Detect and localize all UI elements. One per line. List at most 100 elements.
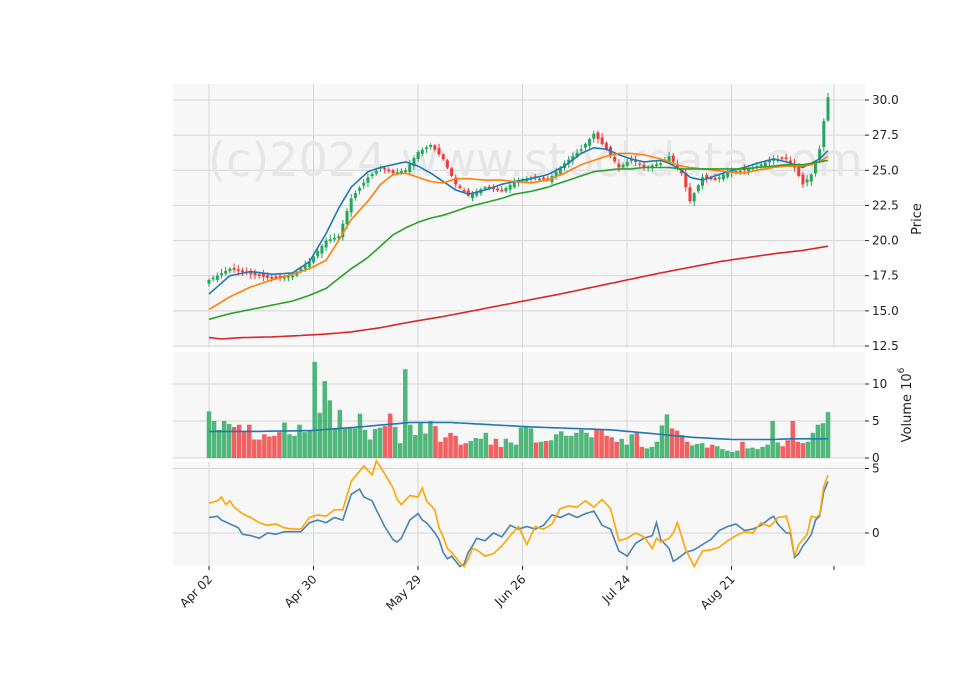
candle-body	[772, 159, 776, 161]
candle-body	[592, 133, 596, 139]
volume-bar	[478, 438, 484, 458]
volume-bar	[589, 437, 594, 458]
y-tick-label: 5	[872, 462, 880, 476]
price-ma-line	[208, 159, 829, 321]
candle-body	[383, 167, 387, 170]
candle-body	[349, 198, 353, 213]
candle-body	[579, 149, 583, 151]
candle-body	[542, 177, 546, 180]
candle-body	[567, 159, 571, 164]
candle-body	[404, 170, 408, 172]
candle-body	[291, 275, 295, 278]
volume-bar	[443, 437, 448, 458]
candle-body	[366, 177, 370, 183]
candle-body	[236, 269, 240, 271]
candle-body	[801, 174, 805, 185]
volume-bar	[629, 434, 634, 458]
volume-bar	[559, 431, 564, 458]
volume-bar	[528, 428, 534, 458]
volume-bar	[252, 439, 257, 458]
x-tick-label: Jul 24	[599, 572, 633, 606]
volume-bar	[413, 435, 418, 458]
candle-body	[416, 152, 420, 160]
candle-body	[274, 276, 278, 278]
candle-body	[387, 169, 391, 172]
volume-bar	[609, 437, 614, 458]
y-tick-label: 30.0	[872, 93, 899, 107]
volume-bar	[317, 412, 322, 458]
price-panel	[173, 84, 865, 348]
volume-bar	[463, 443, 468, 458]
candle-body	[307, 261, 311, 267]
volume-bar	[282, 422, 287, 458]
candle-body	[215, 275, 219, 280]
volume-bar	[569, 435, 574, 458]
candle-body	[671, 155, 675, 162]
macd-panel	[173, 462, 865, 566]
volume-bar	[579, 429, 584, 458]
candle-body	[278, 275, 282, 278]
candle-body	[207, 279, 211, 284]
candle-body	[638, 163, 642, 165]
volume-bar	[257, 439, 262, 458]
candle-body	[504, 188, 508, 192]
candle-body	[667, 156, 671, 162]
candle-body	[617, 163, 621, 168]
volume-bar	[720, 449, 725, 458]
candle-body	[717, 177, 721, 180]
candle-body	[454, 177, 458, 185]
volume-bar	[433, 426, 438, 458]
volume-bar	[800, 443, 806, 458]
volume-bar	[538, 441, 544, 458]
candle-body	[713, 177, 717, 181]
candle-body	[763, 162, 767, 167]
candle-body	[261, 273, 265, 277]
volume-bar	[684, 441, 690, 458]
candle-body	[629, 159, 633, 161]
candle-body	[420, 149, 424, 154]
candle-body	[604, 142, 608, 150]
volume-axis-exponent: 6	[897, 367, 907, 373]
candle-body	[655, 164, 659, 166]
volume-bar	[689, 445, 695, 458]
volume-bar	[533, 442, 539, 458]
candle-body	[621, 164, 625, 168]
volume-bar	[241, 432, 247, 458]
candle-body	[408, 164, 412, 173]
volume-bar	[513, 444, 519, 458]
volume-bar	[332, 428, 338, 458]
volume-bar	[423, 433, 428, 458]
candle-body	[299, 268, 303, 272]
candle-body	[358, 187, 362, 191]
candle-body	[295, 272, 299, 276]
volume-bar	[267, 436, 272, 458]
y-tick-label: 17.5	[872, 269, 899, 283]
volume-bar	[644, 448, 650, 458]
volume-bar	[206, 411, 212, 458]
volume-bar	[805, 441, 811, 458]
signal-line	[208, 458, 829, 569]
x-tick-label: Jun 26	[491, 572, 528, 609]
volume-bar	[322, 381, 328, 458]
candle-body	[316, 251, 320, 257]
candle-body	[659, 163, 663, 165]
candle-body	[780, 157, 784, 160]
volume-bar	[362, 429, 368, 458]
candle-body	[537, 178, 541, 181]
volume-bar	[503, 438, 509, 458]
volume-bar	[785, 440, 791, 458]
volume-bar	[639, 446, 645, 458]
candle-body	[701, 177, 705, 186]
candle-body	[650, 165, 654, 168]
volume-bar	[679, 435, 685, 458]
volume-bar	[674, 430, 680, 458]
volume-bar	[312, 361, 317, 458]
candle-body	[282, 276, 286, 279]
volume-bar	[775, 442, 780, 458]
candle-body	[345, 211, 349, 225]
volume-bar	[709, 444, 715, 458]
volume-bar	[594, 429, 599, 458]
volume-bar	[448, 432, 453, 458]
candle-body	[500, 189, 504, 192]
